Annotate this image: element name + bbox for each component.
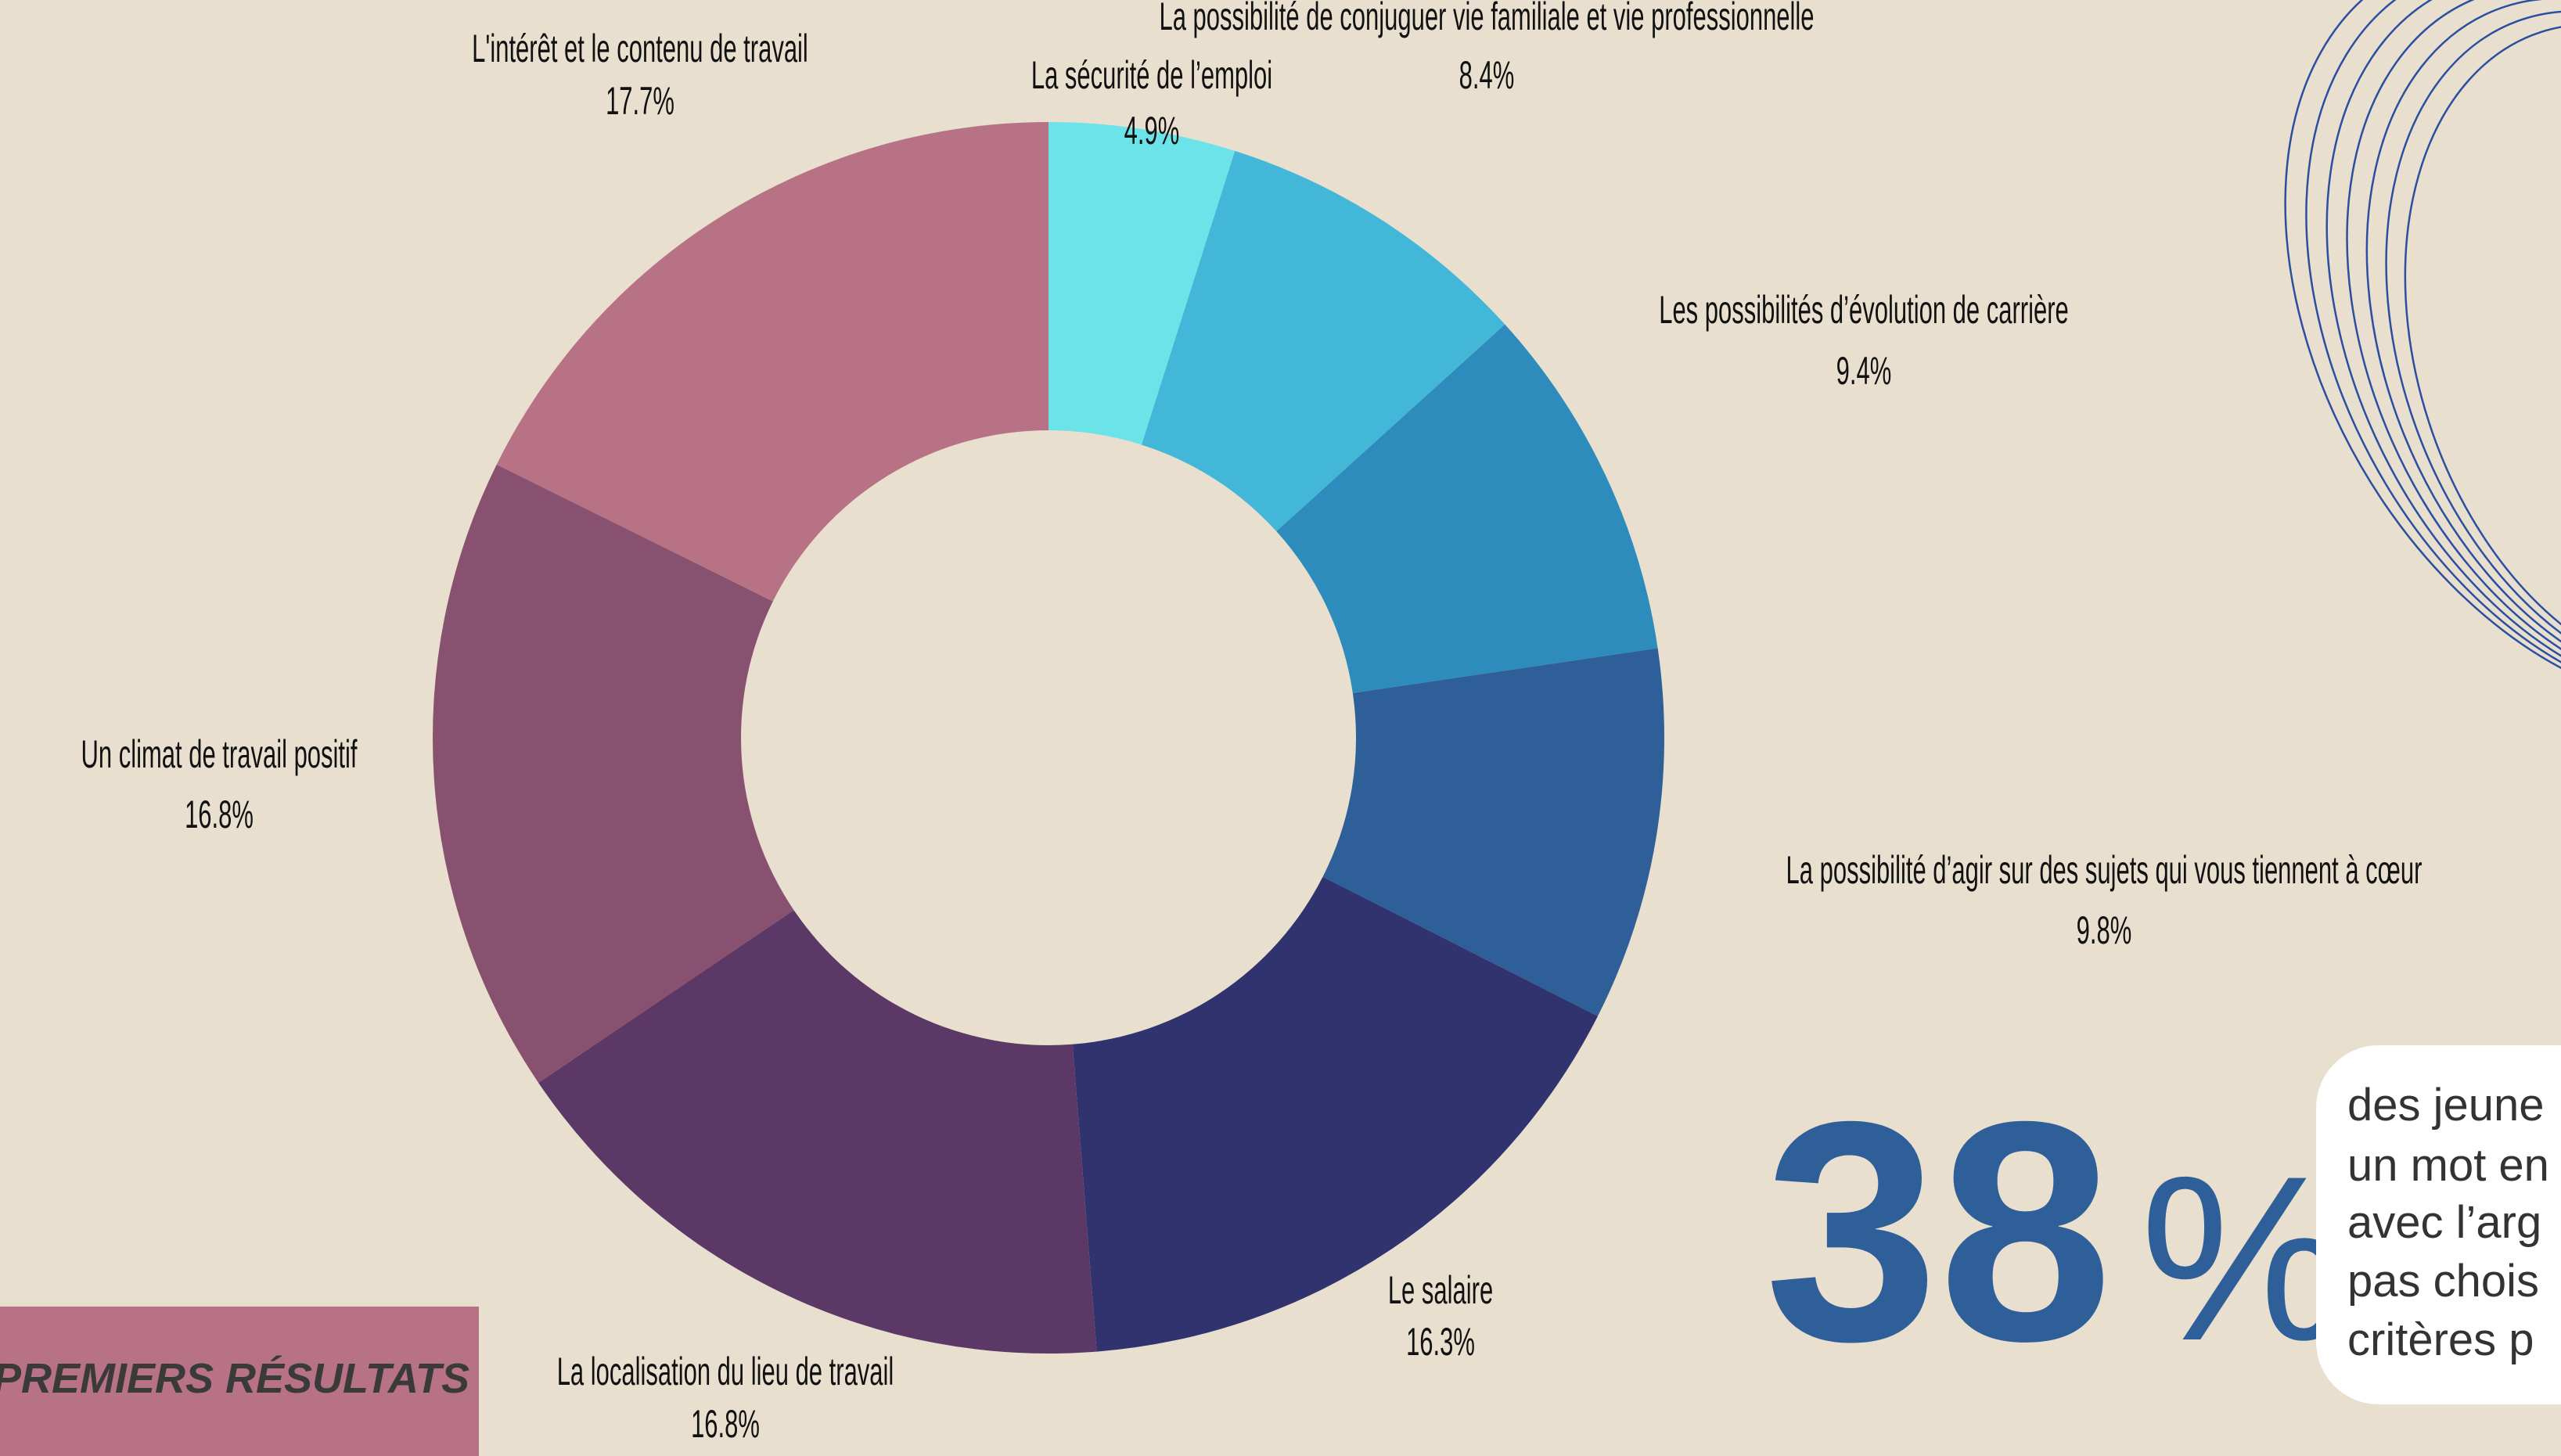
slice-value: 9.4% xyxy=(1836,348,1892,392)
stat-number: 38 xyxy=(1764,1056,2113,1406)
banner-title: PREMIERS RÉSULTATS xyxy=(0,1355,469,1402)
banner-box xyxy=(0,1307,479,1456)
slice-value: 8.4% xyxy=(1459,52,1515,96)
slice-value: 16.8% xyxy=(691,1401,760,1445)
slice-value: 16.3% xyxy=(1406,1319,1475,1363)
callout-line: critères p xyxy=(2347,1314,2534,1365)
slice-label: L'intérêt et le contenu de travail xyxy=(472,26,808,70)
slice xyxy=(1048,122,1236,445)
callout-line: pas chois xyxy=(2347,1256,2539,1307)
slice xyxy=(496,122,1048,602)
slice-label: La sécurité de l’emploi xyxy=(1031,52,1272,96)
slice-value: 17.7% xyxy=(606,78,674,122)
slice xyxy=(1141,150,1505,532)
slice-label: La possibilité d’agir sur des sujets qui… xyxy=(1786,847,2423,891)
slice-label: Le salaire xyxy=(1388,1267,1493,1311)
slice-label: La localisation du lieu de travail xyxy=(557,1349,894,1393)
callout-text: des jeune un mot en avec l’arg pas chois cri… xyxy=(2347,1080,2549,1365)
callout-line: un mot en xyxy=(2347,1140,2549,1191)
slice-label: La possibilité de conjuguer vie familial… xyxy=(1159,0,1814,38)
slice-label: Un climat de travail positif xyxy=(81,732,357,775)
slice xyxy=(1072,876,1598,1352)
callout-line: avec l’arg xyxy=(2347,1197,2541,1248)
slice-value: 16.8% xyxy=(185,792,254,836)
slice xyxy=(538,910,1097,1354)
slice-label: Les possibilités d’évolution de carrière xyxy=(1659,287,2069,331)
labels: La sécurité de l’emploi 4.9% La possibilit… xyxy=(81,0,2422,1446)
slice xyxy=(1276,324,1658,693)
callout-card xyxy=(2316,1045,2561,1404)
decoration xyxy=(2284,0,2561,708)
slice xyxy=(433,464,794,1083)
slice-value: 4.9% xyxy=(1124,108,1180,152)
stat-unit: % xyxy=(2140,1127,2349,1389)
callout-line: des jeune xyxy=(2347,1080,2545,1131)
donut xyxy=(433,122,1664,1354)
slice-value: 9.8% xyxy=(2077,908,2132,951)
slice xyxy=(1322,648,1664,1016)
